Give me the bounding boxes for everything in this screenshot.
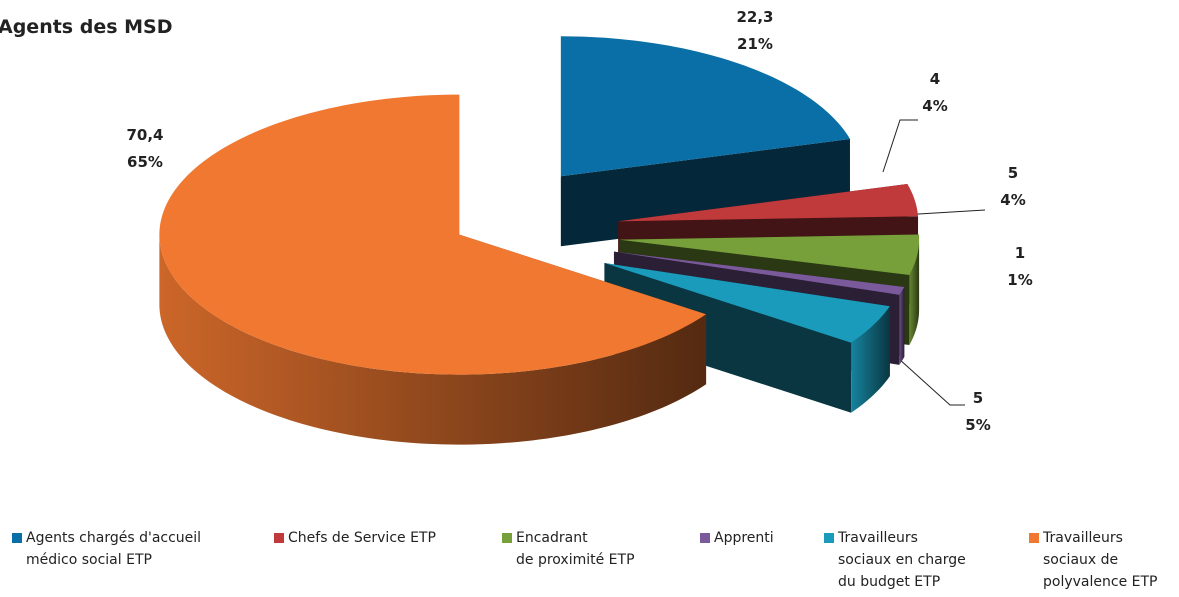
legend-swatch xyxy=(700,533,710,543)
percent-label: 4% xyxy=(1000,191,1025,209)
percent-label: 1% xyxy=(1007,271,1032,289)
legend-item: Encadrant de proximité ETP xyxy=(502,527,700,593)
legend-swatch xyxy=(12,533,22,543)
slice xyxy=(560,36,850,177)
value-label: 5 xyxy=(1008,164,1018,182)
legend-swatch xyxy=(1029,533,1039,543)
legend-item: Travailleurs sociaux en charge du budget… xyxy=(824,527,1029,593)
slice xyxy=(613,251,905,295)
value-label: 22,3 xyxy=(736,8,773,26)
percent-label: 65% xyxy=(127,153,163,171)
percent-label: 4% xyxy=(922,97,947,115)
chart: Agents des MSD 22,3 21% 4 4% 5 4% 1 1% 5 5% 70,4 65… xyxy=(0,8,1033,445)
leader-line xyxy=(882,119,918,173)
percent-label: 21% xyxy=(737,35,773,53)
value-label: 4 xyxy=(930,70,940,88)
legend-label: Travailleurs sociaux en charge du budget… xyxy=(838,530,966,590)
value-label: 70,4 xyxy=(126,126,163,144)
legend-label: Encadrant de proximité ETP xyxy=(516,530,635,568)
tops xyxy=(159,36,920,375)
slice-side xyxy=(909,239,920,345)
legend-label: Travailleurs sociaux de polyvalence ETP xyxy=(1043,530,1158,590)
legend-swatch xyxy=(824,533,834,543)
slice xyxy=(619,234,920,275)
legend-swatch xyxy=(502,533,512,543)
legend-label: Agents chargés d'accueil médico social E… xyxy=(26,530,202,568)
legend-item: Travailleurs sociaux de polyvalence ETP xyxy=(1029,527,1179,593)
legend-item: Chefs de Service ETP xyxy=(274,527,502,593)
leader-line xyxy=(877,339,965,406)
percent-label: 5% xyxy=(965,416,990,434)
slice-side xyxy=(851,306,890,413)
slice xyxy=(604,263,890,343)
chart-title: Agents des MSD xyxy=(0,16,173,38)
slice-side xyxy=(899,286,905,365)
slice xyxy=(618,184,919,222)
slice xyxy=(159,94,707,375)
legend-swatch xyxy=(274,533,284,543)
legend-label: Chefs de Service ETP xyxy=(288,530,436,546)
slice-wall xyxy=(604,263,852,413)
legend-label: Apprenti xyxy=(714,530,774,546)
value-label: 5 xyxy=(973,389,983,407)
legend: Agents chargés d'accueil médico social E… xyxy=(12,527,1179,593)
legend-item: Agents chargés d'accueil médico social E… xyxy=(12,527,274,593)
legend-item: Apprenti xyxy=(700,527,824,593)
value-label: 1 xyxy=(1015,244,1025,262)
slice-side xyxy=(159,234,707,445)
